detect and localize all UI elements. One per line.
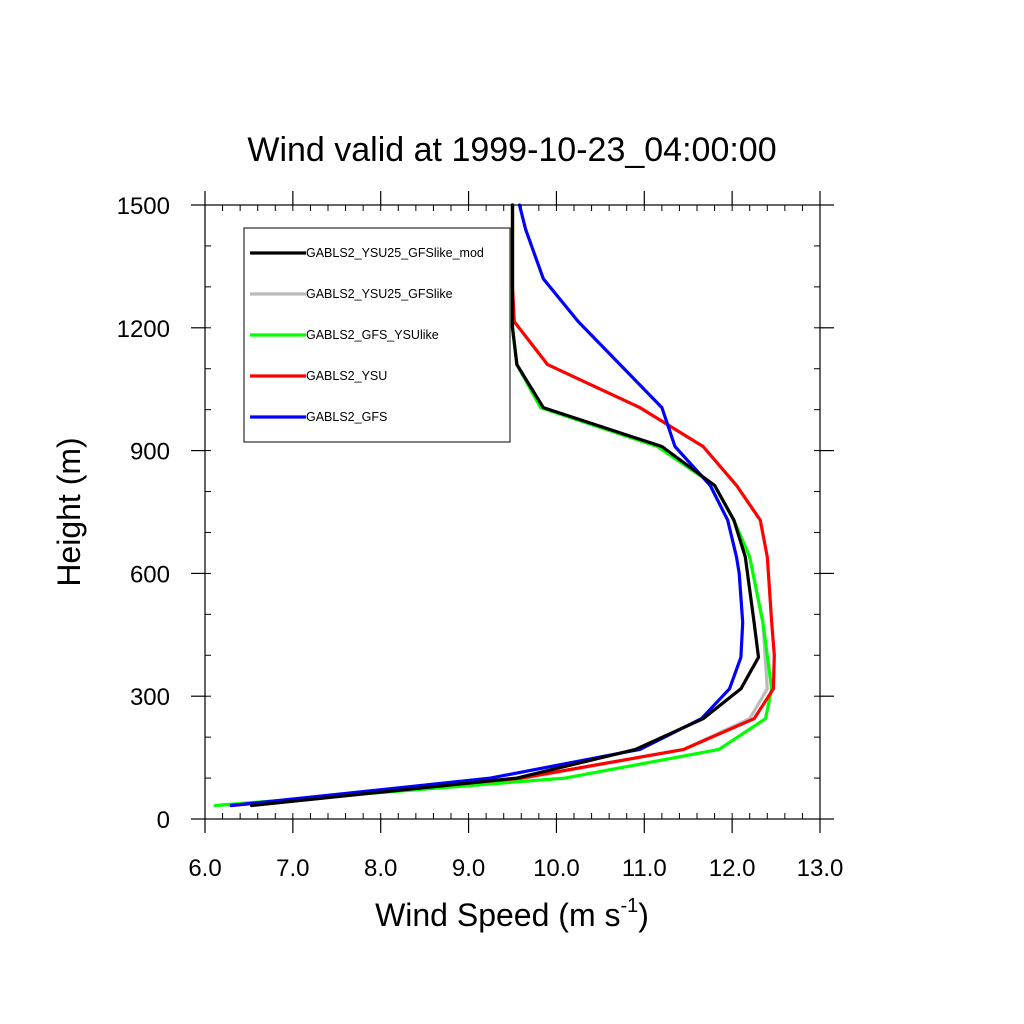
legend: GABLS2_YSU25_GFSlike_mod GABLS2_YSU25_GFS… <box>243 227 511 443</box>
x-axis-label-superscript: -1 <box>620 895 638 917</box>
series-line-gabls2-ysu <box>229 203 776 808</box>
y-tick-label: 1500 <box>117 193 170 220</box>
x-tick-label: 9.0 <box>452 855 485 882</box>
chart-title: Wind valid at 1999-10-23_04:00:00 <box>247 131 776 169</box>
x-tick-label: 11.0 <box>622 855 667 882</box>
legend-entries: GABLS2_YSU25_GFSlike_mod GABLS2_YSU25_GFS… <box>250 246 484 424</box>
series-lines <box>213 203 776 808</box>
y-tick-label: 1200 <box>117 316 170 343</box>
legend-label: GABLS2_YSU25_GFSlike <box>306 287 453 301</box>
legend-label: GABLS2_YSU25_GFSlike_mod <box>306 246 484 260</box>
legend-label: GABLS2_GFS_YSUlike <box>306 328 439 342</box>
plot-frame <box>204 204 821 820</box>
x-tick-label: 12.0 <box>709 855 756 882</box>
legend-label: GABLS2_YSU <box>306 369 387 383</box>
x-axis-label: Wind Speed (m s-1) <box>375 895 649 933</box>
x-axis-label-tail: ) <box>638 897 649 933</box>
y-tick-label: 900 <box>130 439 170 466</box>
x-tick-label: 7.0 <box>276 855 309 882</box>
y-tick-label: 0 <box>157 807 170 834</box>
y-axis-label: Height (m) <box>51 437 87 586</box>
x-tick-label: 6.0 <box>188 855 221 882</box>
legend-label: GABLS2_GFS <box>306 410 387 424</box>
x-tick-label: 13.0 <box>797 855 844 882</box>
x-axis-label-main: Wind Speed (m s <box>375 897 620 933</box>
x-tick-label: 8.0 <box>364 855 397 882</box>
series-line-gabls2-ysu25-gfslike-mod <box>250 203 761 808</box>
y-tick-label: 300 <box>130 684 170 711</box>
x-tick-label: 10.0 <box>533 855 580 882</box>
y-tick-label: 600 <box>130 561 170 588</box>
tick-labels: 6.0 7.0 8.0 9.0 10.0 11.0 12.0 13.0 0 300 600 900 12… <box>117 193 844 882</box>
